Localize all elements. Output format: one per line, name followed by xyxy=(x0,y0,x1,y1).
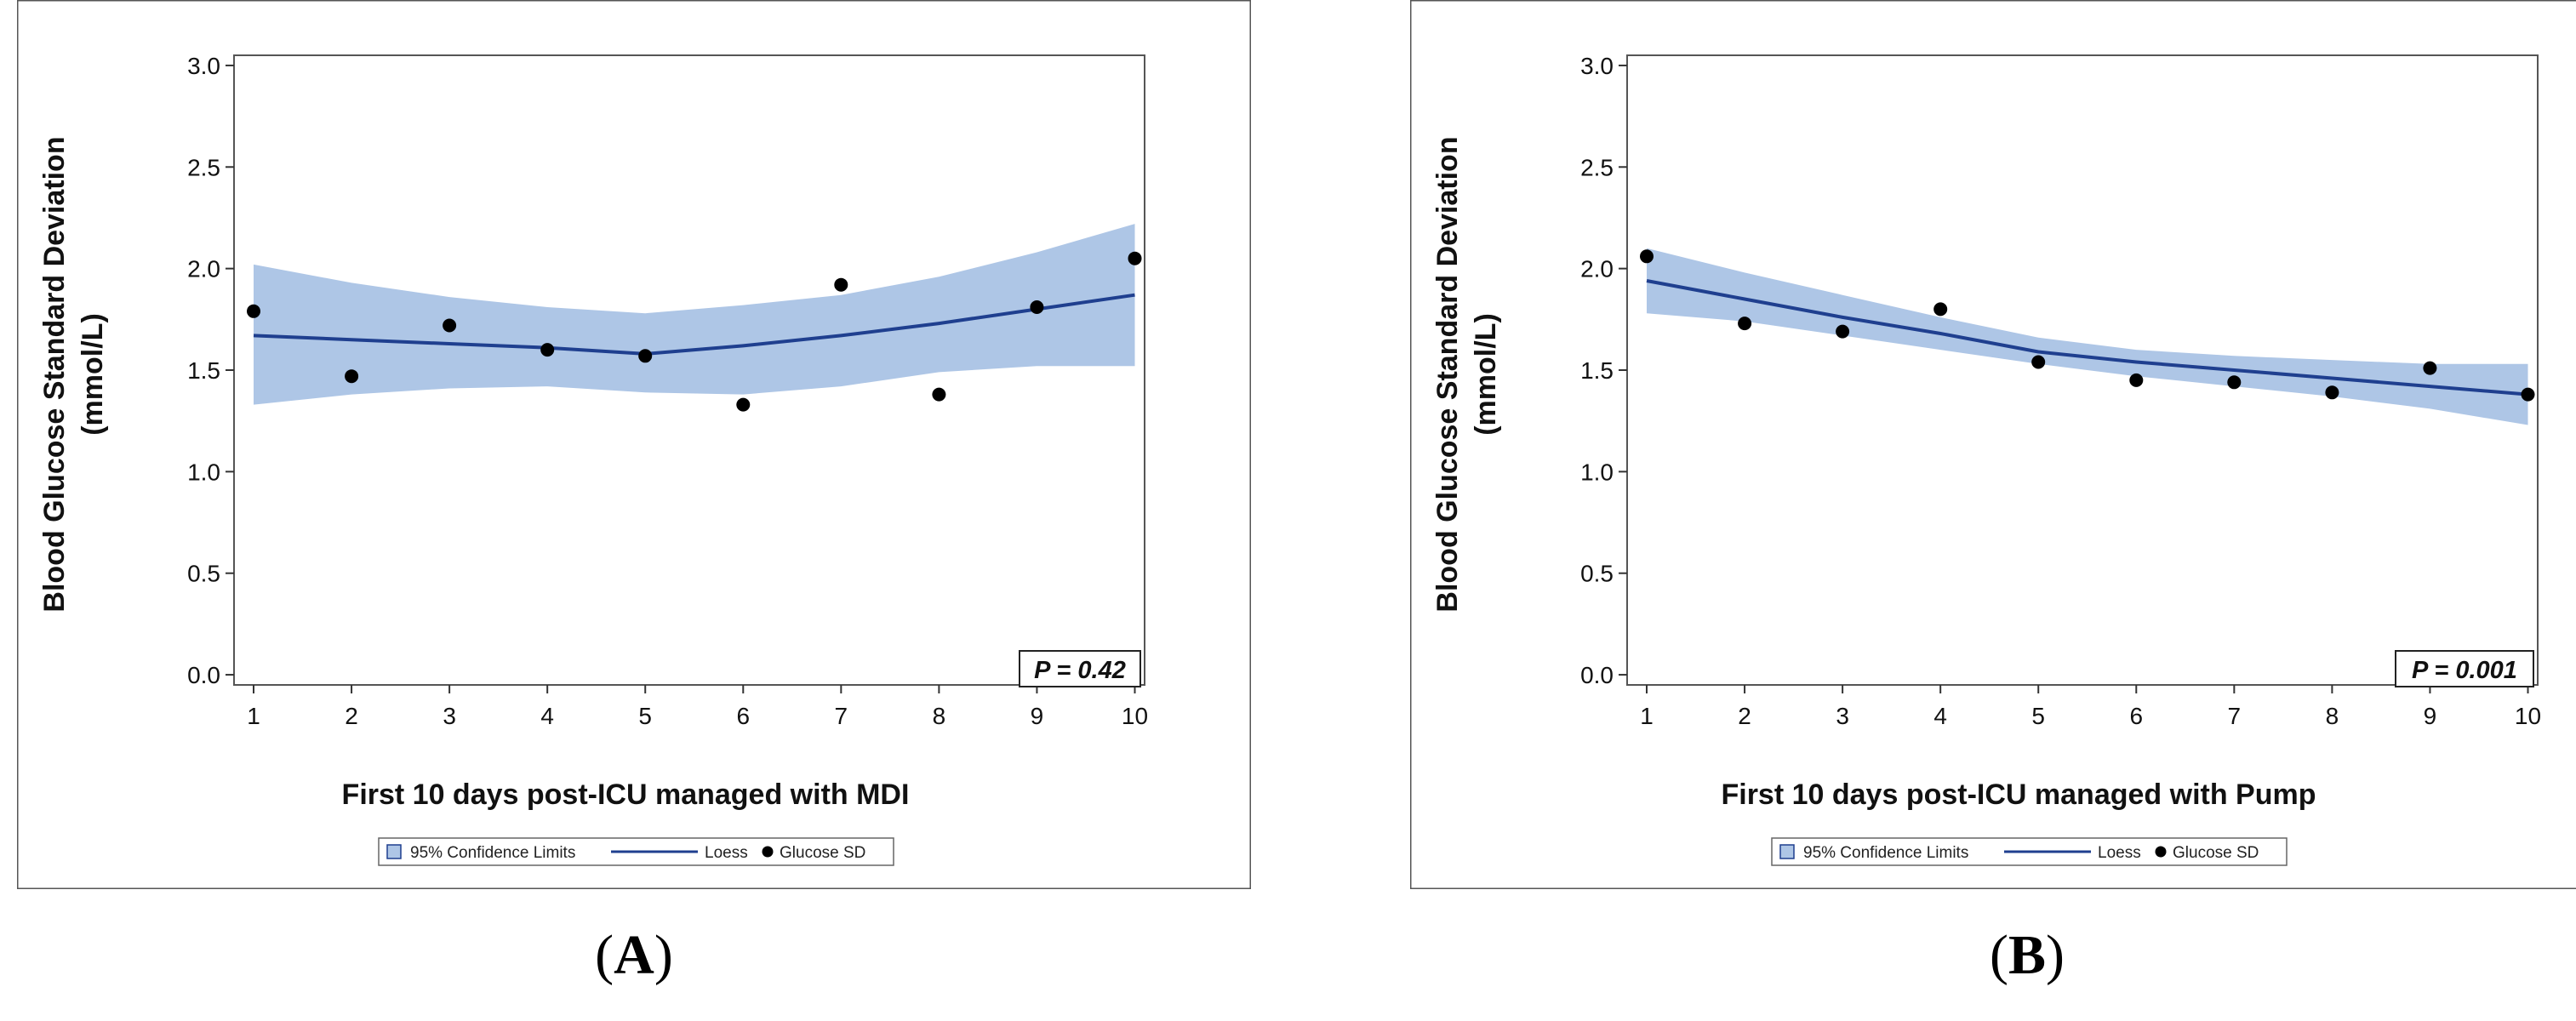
legend-point-swatch xyxy=(762,846,774,858)
legend: 95% Confidence Limits Loess Glucose SD xyxy=(1771,837,2288,866)
glucose-sd-point xyxy=(2227,375,2242,390)
glucose-sd-point xyxy=(2031,355,2046,369)
y-tick-label: 2.5 xyxy=(1580,154,1614,180)
glucose-sd-point xyxy=(1030,300,1044,314)
glucose-sd-point xyxy=(1128,251,1142,265)
x-tick-label: 4 xyxy=(540,703,554,729)
p-value-box: P = 0.42 xyxy=(1019,650,1141,687)
y-tick-label: 1.5 xyxy=(1580,357,1614,384)
legend: 95% Confidence Limits Loess Glucose SD xyxy=(378,837,894,866)
y-tick-label: 2.0 xyxy=(187,256,220,282)
x-tick-label: 1 xyxy=(1640,703,1654,729)
glucose-sd-point xyxy=(2423,361,2437,375)
x-tick-label: 10 xyxy=(2515,703,2541,729)
y-tick-label: 0.5 xyxy=(1580,561,1614,587)
glucose-sd-point xyxy=(443,318,457,333)
y-tick-label: 0.0 xyxy=(1580,662,1614,688)
legend-band-swatch xyxy=(386,844,402,859)
x-tick-label: 8 xyxy=(933,703,946,729)
x-tick-label: 1 xyxy=(247,703,260,729)
x-tick-label: 6 xyxy=(736,703,750,729)
chart-b: 0.0 0.5 1.0 1.5 2.0 2.5 3.0 1 2 3 4 5 6 7 8 9 10 Blood G… xyxy=(1410,0,2576,889)
x-tick-label: 2 xyxy=(345,703,358,729)
x-tick-label: 5 xyxy=(638,703,652,729)
panel-label-b: (B) xyxy=(1990,924,2065,986)
legend-point-swatch xyxy=(2155,846,2167,858)
panel-letter-a: A xyxy=(614,924,654,986)
y-tick-label: 1.0 xyxy=(1580,459,1614,485)
x-tick-label: 3 xyxy=(1836,703,1849,729)
glucose-sd-point xyxy=(540,343,555,357)
glucose-sd-point xyxy=(1836,324,1850,339)
glucose-sd-point xyxy=(2325,385,2339,400)
glucose-sd-point xyxy=(834,277,848,292)
x-tick-label: 9 xyxy=(1031,703,1044,729)
legend-label-loess: Loess xyxy=(705,844,748,862)
panel-letter-b: B xyxy=(2008,924,2047,986)
y-axis-unit: (mmol/L) xyxy=(77,313,109,436)
x-tick-label: 3 xyxy=(443,703,456,729)
legend-label-points: Glucose SD xyxy=(780,844,865,862)
loess-line xyxy=(253,293,1135,356)
p-value-frame xyxy=(2395,650,2534,687)
glucose-sd-point xyxy=(1738,317,1752,331)
x-tick-label: 9 xyxy=(2424,703,2437,729)
confidence-band xyxy=(254,224,1135,405)
y-tick-label: 3.0 xyxy=(187,53,220,79)
y-tick-label: 0.0 xyxy=(187,662,220,688)
x-axis-title: First 10 days post-ICU managed with MDI xyxy=(342,779,910,811)
y-tick-label: 1.0 xyxy=(187,459,220,485)
y-tick-label: 3.0 xyxy=(1580,53,1614,79)
glucose-sd-point xyxy=(1933,302,1948,317)
y-axis-title: Blood Glucose Standard Deviation xyxy=(1431,136,1464,612)
p-value-label: P = 0.42 xyxy=(1034,657,1126,684)
y-axis-title: Blood Glucose Standard Deviation xyxy=(38,136,71,612)
x-tick-label: 10 xyxy=(1122,703,1148,729)
y-tick-label: 2.0 xyxy=(1580,256,1614,282)
plot-layer: 0.0 0.5 1.0 1.5 2.0 2.5 3.0 1 2 3 4 5 6 7 8 9 10 xyxy=(1580,53,2541,729)
x-tick-label: 2 xyxy=(1738,703,1751,729)
p-value-frame xyxy=(1019,650,1141,687)
glucose-sd-point xyxy=(932,387,946,402)
panel-label-a: (A) xyxy=(595,924,673,986)
p-value-box: P = 0.001 xyxy=(2395,650,2534,687)
confidence-band xyxy=(1647,248,2528,425)
legend-label-loess: Loess xyxy=(2098,844,2141,862)
chart-border xyxy=(1410,0,2576,889)
legend-label-confidence: 95% Confidence Limits xyxy=(410,844,575,862)
plot-layer: 0.0 0.5 1.0 1.5 2.0 2.5 3.0 1 2 3 4 5 6 7 8 9 10 xyxy=(187,53,1148,729)
glucose-sd-point xyxy=(247,304,260,318)
panel-b: 0.0 0.5 1.0 1.5 2.0 2.5 3.0 1 2 3 4 5 6 7 8 9 10 Blood G… xyxy=(1410,0,2576,1021)
p-value-label: P = 0.001 xyxy=(2412,657,2517,684)
x-tick-label: 7 xyxy=(2228,703,2242,729)
glucose-sd-point xyxy=(2521,387,2535,402)
glucose-sd-point xyxy=(638,349,653,363)
y-tick-label: 0.5 xyxy=(187,561,220,587)
x-tick-label: 7 xyxy=(835,703,848,729)
y-tick-label: 2.5 xyxy=(187,154,220,180)
x-tick-label: 5 xyxy=(2031,703,2045,729)
x-tick-label: 6 xyxy=(2129,703,2143,729)
x-tick-label: 4 xyxy=(1933,703,1947,729)
glucose-sd-point xyxy=(736,397,751,412)
glucose-sd-point xyxy=(1640,249,1654,264)
x-tick-label: 8 xyxy=(2326,703,2339,729)
glucose-sd-point xyxy=(345,369,359,384)
legend-band-swatch xyxy=(1779,844,1795,859)
legend-label-confidence: 95% Confidence Limits xyxy=(1803,844,1968,862)
panel-a: 0.0 0.5 1.0 1.5 2.0 2.5 3.0 1 2 3 4 5 6 7 8 9 10 Blood G… xyxy=(17,0,1251,1021)
chart-border xyxy=(17,0,1251,889)
y-axis-unit: (mmol/L) xyxy=(1470,313,1502,436)
chart-a: 0.0 0.5 1.0 1.5 2.0 2.5 3.0 1 2 3 4 5 6 7 8 9 10 Blood G… xyxy=(17,0,1251,889)
legend-label-points: Glucose SD xyxy=(2173,844,2259,862)
glucose-sd-point xyxy=(2129,373,2144,387)
loess-line xyxy=(1646,279,2528,396)
y-tick-label: 1.5 xyxy=(187,357,220,384)
x-axis-title: First 10 days post-ICU managed with Pump xyxy=(1721,779,2316,811)
